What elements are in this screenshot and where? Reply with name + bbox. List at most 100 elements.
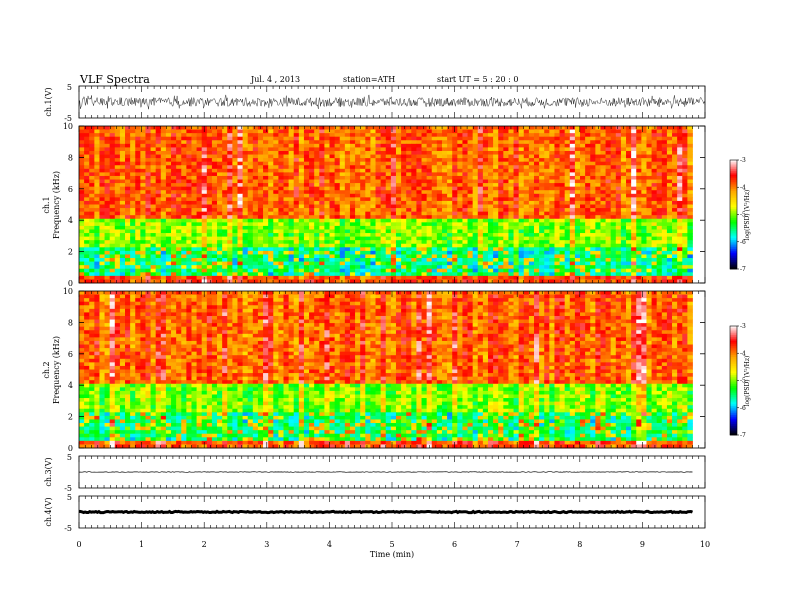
spectrogram-cell (232, 215, 238, 220)
spectrogram-cell (416, 129, 422, 134)
spectrogram-cell (395, 236, 402, 241)
spectrogram-cell (549, 165, 555, 170)
spectrogram-cell (176, 254, 182, 259)
spectrogram-cell (395, 126, 402, 130)
spectrogram-cell (130, 197, 136, 202)
spectrogram-cell (186, 200, 192, 205)
spectrogram-cell (257, 186, 264, 191)
spectrogram-cell (620, 168, 627, 173)
spectrogram-cell (457, 183, 463, 188)
spectrogram-cell (370, 247, 376, 252)
spectrogram-cell (493, 208, 499, 213)
spectrogram-cell (380, 186, 387, 191)
spectrogram-cell (375, 265, 382, 270)
spectrogram-cell (176, 186, 182, 191)
spectrogram-cell (319, 168, 325, 173)
spectrogram-cell (487, 215, 494, 220)
spectrogram-cell (513, 265, 520, 270)
spectrogram-cell (242, 190, 249, 195)
spectrogram-cell (160, 265, 167, 270)
spectrogram-cell (150, 140, 157, 145)
spectrogram-cell (590, 129, 596, 134)
spectrogram-cell (631, 254, 637, 259)
spectrogram-cell (626, 222, 632, 227)
spectrogram-cell (217, 215, 223, 220)
spectrogram-cell (211, 161, 218, 166)
spectrogram-cell (344, 222, 351, 227)
spectrogram-cell (222, 229, 228, 234)
spectrogram-cell (672, 222, 678, 227)
spectrogram-cell (155, 233, 162, 238)
spectrogram-cell (125, 272, 131, 277)
spectrogram-cell (288, 175, 295, 180)
spectrogram-cell (119, 158, 126, 163)
spectrogram-cell (518, 143, 525, 148)
spectrogram-cell (590, 179, 596, 184)
spectrogram-cell (482, 143, 489, 148)
spectrogram-cell (109, 168, 116, 173)
spectrogram-cell (641, 215, 647, 220)
spectrogram-cell (508, 136, 514, 141)
spectrogram-cell (421, 147, 428, 152)
spectrogram-cell (319, 161, 325, 166)
spectrogram-cell (324, 140, 330, 145)
spectrogram-cell (472, 197, 479, 202)
spectrogram-cell (661, 175, 668, 180)
spectrogram-cell (487, 265, 494, 270)
spectrogram-cell (431, 218, 438, 223)
spectrogram-cell (441, 204, 448, 209)
spectrogram-cell (472, 229, 479, 234)
spectrogram-cell (677, 183, 683, 188)
spectrogram-cell (217, 193, 223, 198)
spectrogram-cell (467, 129, 474, 134)
spectrogram-cell (160, 140, 167, 145)
spectrogram-cell (666, 233, 673, 238)
spectrogram-cell (288, 133, 295, 138)
spectrogram-cell (370, 272, 376, 277)
spectrogram-cell (436, 172, 443, 177)
spectrogram-cell (227, 140, 233, 145)
spectrogram-cell (666, 247, 673, 252)
spectrogram-cell (211, 175, 218, 180)
spectrogram-cell (263, 133, 269, 138)
spectrogram-cell (222, 161, 228, 166)
spectrogram-cell (171, 126, 177, 130)
spectrogram-cell (314, 154, 320, 159)
spectrogram-cell (89, 243, 95, 248)
spectrogram-cell (636, 168, 642, 173)
spectrogram-cell (257, 254, 264, 259)
spectrogram-cell (140, 218, 146, 223)
spectrogram-cell (135, 197, 141, 202)
spectrogram-cell (508, 261, 514, 266)
spectrogram-cell (646, 222, 652, 227)
spectrogram-cell (631, 233, 637, 238)
spectrogram-cell (263, 183, 269, 188)
spectrogram-cell (222, 158, 228, 163)
spectrogram-cell (401, 250, 407, 255)
spectrogram-cell (401, 190, 407, 195)
spectrogram-cell (666, 150, 673, 155)
spectrogram-cell (165, 158, 172, 163)
spectrogram-cell (574, 190, 581, 195)
spectrogram-cell (395, 250, 402, 255)
spectrogram-cell (257, 175, 264, 180)
spectrogram-cell (539, 140, 545, 145)
spectrogram-cell (651, 250, 658, 255)
spectrogram-cell (89, 261, 95, 266)
spectrogram-cell (365, 261, 371, 266)
spectrogram-cell (656, 268, 663, 273)
spectrogram-cell (554, 200, 560, 205)
spectrogram-cell (314, 261, 320, 266)
spectrogram-cell (580, 258, 586, 262)
spectrogram-cell (615, 175, 622, 180)
spectrogram-cell (314, 140, 320, 145)
spectrogram-cell (104, 161, 111, 166)
spectrogram-cell (375, 218, 382, 223)
spectrogram-cell (329, 161, 336, 166)
spectrogram-cell (375, 254, 382, 259)
spectrogram-cell (329, 150, 336, 155)
spectrogram-cell (472, 233, 479, 238)
spectrogram-cell (395, 204, 402, 209)
spectrogram-cell (201, 243, 208, 248)
spectrogram-cell (590, 126, 596, 130)
